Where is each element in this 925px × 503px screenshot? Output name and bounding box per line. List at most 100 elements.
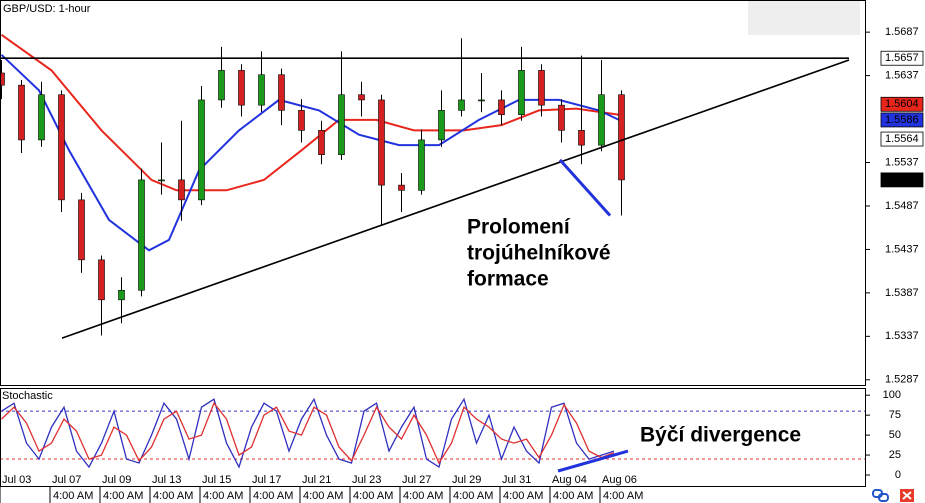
candle-body [338,94,345,155]
x-tick-label: Jul 23 [352,474,381,486]
x-tick-bg [451,473,487,486]
candle-body [78,199,85,261]
candle-body [18,84,25,141]
candle-body [258,74,265,106]
y-tick-label: 1.5287 [885,374,919,386]
annotation-line [558,158,612,217]
price-marker [880,50,924,66]
candle-body [378,99,385,186]
annotation: trojúhelníkové [467,242,611,265]
toolbar-icons [872,489,914,502]
moving-average [0,54,620,252]
candle-body [98,259,105,301]
candle-body [478,99,485,102]
price-marker [880,112,924,128]
candle-body [298,110,305,131]
y-tick-label: 1.5637 [885,70,919,82]
x-tick-bg [201,473,237,486]
close-cross [902,491,912,500]
x-tick-label: 4:00 AM [53,490,93,502]
x-tick-label: Jul 17 [252,474,281,486]
stochastic-line [1,397,615,469]
x-tick-label: 4:00 AM [603,490,643,502]
candle-body [138,179,145,291]
x-tick-label: Jul 31 [502,474,531,486]
candle-body [198,99,205,201]
x-tick-label: Jul 03 [2,474,31,486]
candle-body [158,179,165,182]
stochastic-title: Stochastic [2,390,53,402]
annotation: Prolomení [467,216,571,239]
x-tick-label: 4:00 AM [153,490,193,502]
title-bg [1,1,95,15]
price-marker [880,131,924,147]
candle-body [318,130,325,155]
x-tick-bg [601,473,637,486]
candle-body [118,289,125,301]
price-marker [880,96,924,112]
annotation: Býčí divergence [640,424,801,447]
x-tick-label: 4:00 AM [403,490,443,502]
x-tick-bg [401,473,437,486]
candle-body [538,70,545,106]
price-marker-label: 1.5564 [885,133,919,145]
y-tick-label: 25 [889,449,901,461]
annotation-line [61,59,850,339]
candle-body [0,72,5,86]
x-tick-label: Aug 04 [552,474,587,486]
candle-body [498,99,505,116]
candle-body [358,94,365,101]
candle-body [178,179,185,201]
x-tick-label: 4:00 AM [353,490,393,502]
x-tick-bg [351,473,387,486]
candle-body [458,99,465,111]
price-marker-label: 1.5517 [885,174,919,186]
candle-body [618,94,625,181]
y-tick-label: 0 [895,469,901,481]
x-tick-bg [251,473,287,486]
y-tick-label: 1.5337 [885,330,919,342]
x-tick-bg [501,473,537,486]
x-tick-label: Jul 27 [402,474,431,486]
candle-body [58,94,65,201]
x-tick-label: Jul 07 [52,474,81,486]
x-tick-bg [551,473,587,486]
x-tick-bg [101,473,137,486]
candle-body [38,94,45,141]
candle-body [238,70,245,106]
candle-body [218,70,225,101]
y-tick-label: 1.5687 [885,26,919,38]
y-tick-label: 100 [883,389,901,401]
link-icon[interactable] [878,493,889,502]
chart-title: GBP/USD: 1-hour [3,3,91,15]
y-tick-label: 75 [889,409,901,421]
price-marker-label: 1.5586 [885,114,919,126]
y-tick-label: 1.5437 [885,243,919,255]
x-tick-label: 4:00 AM [253,490,293,502]
info-box [748,0,860,35]
x-tick-label: 4:00 AM [453,490,493,502]
x-tick-bg [151,473,187,486]
x-tick-label: Jul 21 [302,474,331,486]
x-tick-label: Jul 29 [452,474,481,486]
y-tick-label: 1.5537 [885,156,919,168]
candle-body [558,104,565,131]
x-tick-label: 4:00 AM [553,490,593,502]
price-pane-border [0,0,866,386]
candle-body [598,94,605,146]
candle-body [438,110,445,141]
candle-body [398,184,405,191]
x-tick-bg [1,473,37,486]
annotation: formace [467,268,549,291]
x-tick-bg [301,473,337,486]
price-marker-label: 1.5657 [885,52,919,64]
x-tick-label: 4:00 AM [503,490,543,502]
x-tick-label: 4:00 AM [103,490,143,502]
stochastic-line [1,401,615,465]
annotation-line [557,449,629,473]
x-tick-bg [51,473,87,486]
y-tick-label: 1.5387 [885,287,919,299]
